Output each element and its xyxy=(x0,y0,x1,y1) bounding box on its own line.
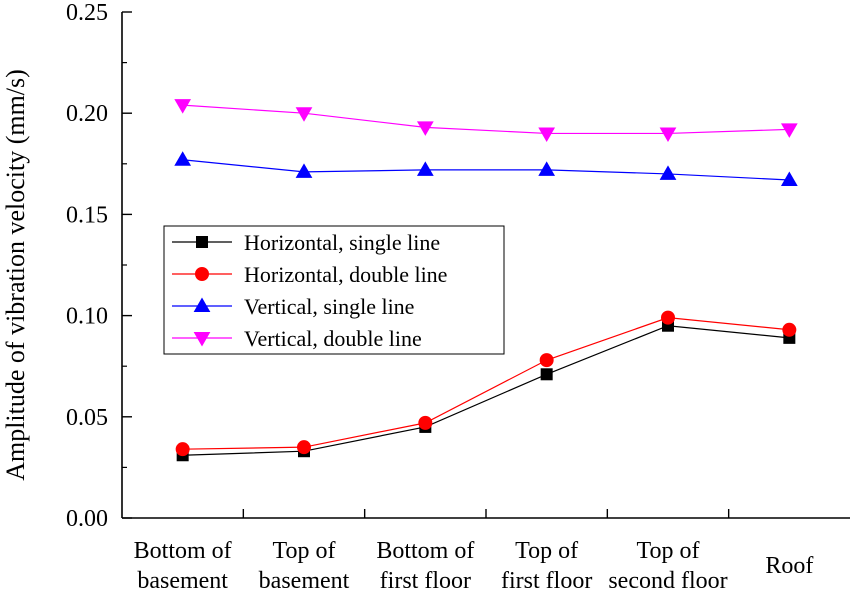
legend-label: Vertical, single line xyxy=(244,294,414,319)
x-tick-label: Top of basement xyxy=(259,538,350,594)
series-line xyxy=(182,159,790,181)
data-point xyxy=(416,161,434,176)
data-point xyxy=(659,165,677,180)
legend: Horizontal, single line Horizontal, doubl… xyxy=(163,225,505,355)
legend-box xyxy=(163,225,505,355)
legend-marker xyxy=(195,267,209,281)
y-axis-title: Amplitude of vibration velocity (mm/s) xyxy=(1,69,30,481)
data-point xyxy=(297,440,311,455)
legend-label: Horizontal, double line xyxy=(244,262,447,287)
x-tick-label: Bottom of first floor xyxy=(376,538,474,594)
legend-item: Horizontal, single line xyxy=(172,230,440,255)
series-2 xyxy=(175,310,797,457)
data-point xyxy=(418,415,433,430)
series-layer xyxy=(174,99,798,462)
data-point xyxy=(416,121,434,136)
data-point xyxy=(174,151,192,166)
series-3 xyxy=(174,151,798,186)
legend-marker xyxy=(196,236,208,248)
legend-marker xyxy=(193,332,211,347)
series-4 xyxy=(174,99,798,142)
data-point xyxy=(538,127,556,142)
data-point xyxy=(295,107,313,122)
data-point xyxy=(782,322,797,337)
data-point xyxy=(538,161,556,176)
series-line xyxy=(182,104,790,135)
data-point xyxy=(661,310,675,325)
legend-label: Horizontal, single line xyxy=(244,230,440,255)
data-point xyxy=(540,368,553,381)
data-point xyxy=(659,127,677,142)
x-axis-ticks: Bottom of basement Top of basement Bottom of… xyxy=(134,509,813,594)
x-tick-label: Roof xyxy=(765,553,813,579)
y-tick-label: 0.25 xyxy=(66,0,108,26)
series-line xyxy=(182,325,790,456)
y-tick-label: 0.10 xyxy=(66,304,108,330)
data-point xyxy=(539,353,554,368)
legend-marker xyxy=(193,297,211,312)
data-point xyxy=(175,442,190,457)
data-point xyxy=(174,99,192,114)
y-tick-label: 0.20 xyxy=(66,101,108,127)
legend-item: Vertical, double line xyxy=(172,326,422,351)
legend-label: Vertical, double line xyxy=(244,326,422,351)
legend-item: Horizontal, double line xyxy=(172,262,447,287)
y-tick-label: 0.05 xyxy=(66,405,108,431)
x-tick-label: Top of first floor xyxy=(501,538,592,594)
y-tick-label: 0.00 xyxy=(66,506,108,532)
legend-item: Vertical, single line xyxy=(172,294,414,319)
x-tick-label: Bottom of basement xyxy=(134,538,232,594)
data-point xyxy=(780,171,798,186)
data-point xyxy=(780,123,798,138)
y-axis-ticks: 0.00 0.05 0.10 0.15 0.20 0.25 xyxy=(66,0,132,532)
data-point xyxy=(295,163,313,178)
series-line xyxy=(182,317,790,450)
y-tick-label: 0.15 xyxy=(66,202,108,228)
x-tick-label: Top of second floor xyxy=(608,538,727,594)
